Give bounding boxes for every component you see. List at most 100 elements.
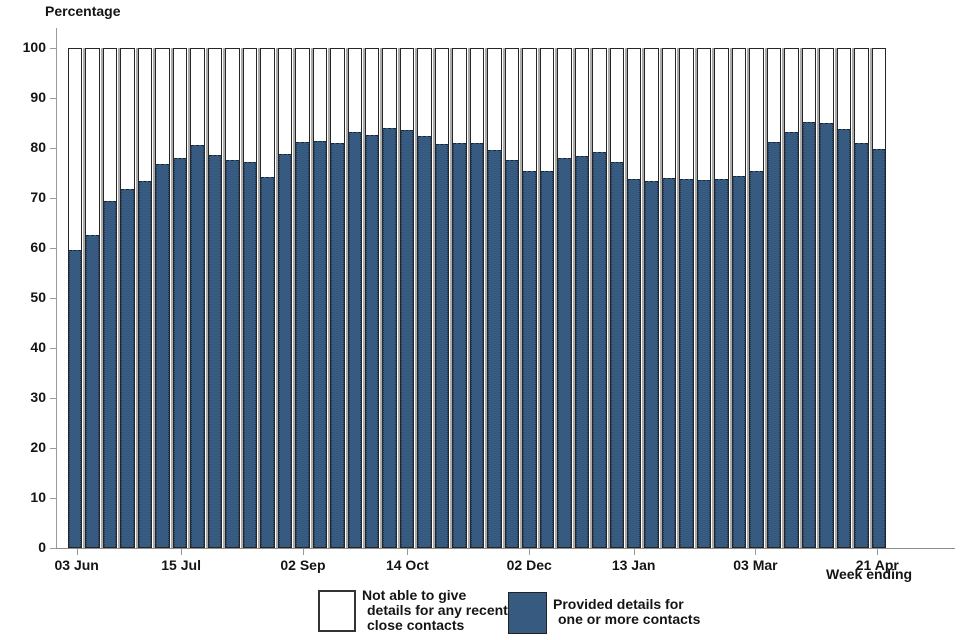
bar-week-15 [313,48,327,548]
x-tick-label: 14 Oct [386,557,429,573]
bar-week-37 [697,48,711,548]
bar-week-21 [417,48,431,548]
x-tick-mark [77,549,78,555]
y-tick-label: 50 [4,289,46,305]
bar-week-12 [260,48,274,548]
bar-week-28 [540,48,554,548]
bar-provided-segment [715,179,727,547]
legend-item-provided: Provided details forone or more contacts [508,589,700,634]
legend-label-line: one or more contacts [553,612,700,627]
x-tick-mark [877,549,878,555]
bar-provided-segment [139,181,151,547]
y-tick-mark [50,348,56,349]
y-tick-label: 40 [4,339,46,355]
bar-provided-segment [768,142,780,547]
bar-provided-segment [174,158,186,547]
bar-week-36 [679,48,693,548]
bar-provided-segment [401,130,413,547]
bar-provided-segment [820,123,832,547]
y-axis-line [56,28,57,548]
x-tick-mark [755,549,756,555]
x-tick-label: 02 Sep [280,557,325,573]
bar-provided-segment [436,144,448,547]
bar-week-40 [749,48,763,548]
bar-week-20 [400,48,414,548]
legend-swatch-provided [508,592,547,634]
x-tick-mark [529,549,530,555]
bar-week-42 [784,48,798,548]
y-tick-label: 80 [4,139,46,155]
bar-provided-segment [69,250,81,547]
bar-provided-segment [628,179,640,547]
y-tick-mark [50,498,56,499]
bar-provided-segment [523,171,535,547]
bar-provided-segment [733,176,745,548]
bar-provided-segment [349,132,361,547]
y-tick-mark [50,298,56,299]
bar-week-9 [208,48,222,548]
x-tick-label: 02 Dec [507,557,552,573]
bar-week-41 [767,48,781,548]
bar-provided-segment [785,132,797,547]
bar-provided-segment [558,158,570,547]
bar-week-6 [155,48,169,548]
bar-week-10 [225,48,239,548]
bar-week-44 [819,48,833,548]
bar-week-1 [68,48,82,548]
bar-week-18 [365,48,379,548]
bar-provided-segment [803,122,815,547]
bar-provided-segment [296,142,308,547]
bar-week-33 [627,48,641,548]
y-tick-mark [50,248,56,249]
x-tick-label: 15 Jul [161,557,201,573]
legend-label-line: Provided details for [553,597,700,612]
y-tick-label: 20 [4,439,46,455]
y-tick-label: 60 [4,239,46,255]
bar-provided-segment [279,154,291,547]
bar-week-31 [592,48,606,548]
bar-provided-segment [471,143,483,547]
bar-provided-segment [86,235,98,547]
bar-week-35 [662,48,676,548]
x-axis-caption: Week ending [826,566,912,582]
bar-week-27 [522,48,536,548]
stacked-bar-chart: Percentage 0102030405060708090100 03 Jun… [0,0,960,640]
bar-week-47 [872,48,886,548]
y-tick-mark [50,48,56,49]
bar-week-43 [802,48,816,548]
bar-week-23 [452,48,466,548]
bar-provided-segment [314,141,326,547]
y-tick-label: 30 [4,389,46,405]
legend-item-not-able: Not able to givedetails for any recentcl… [318,588,508,633]
x-tick-label: 13 Jan [612,557,656,573]
bar-week-32 [610,48,624,548]
y-tick-mark [50,98,56,99]
legend-swatch-not-able [318,590,356,632]
bar-provided-segment [418,136,430,547]
bar-week-7 [173,48,187,548]
bar-provided-segment [838,129,850,547]
bar-provided-segment [663,178,675,547]
y-tick-mark [50,448,56,449]
x-tick-mark [634,549,635,555]
bar-provided-segment [506,160,518,547]
bar-week-29 [557,48,571,548]
bar-week-30 [575,48,589,548]
bar-week-16 [330,48,344,548]
bar-week-46 [854,48,868,548]
bar-week-5 [138,48,152,548]
bar-provided-segment [244,162,256,547]
bar-week-26 [505,48,519,548]
bar-week-22 [435,48,449,548]
bar-provided-segment [104,201,116,547]
bar-provided-segment [680,179,692,547]
y-tick-label: 90 [4,89,46,105]
bar-provided-segment [226,160,238,547]
y-tick-label: 10 [4,489,46,505]
bar-week-38 [714,48,728,548]
bar-provided-segment [488,150,500,547]
bar-provided-segment [698,180,710,547]
legend-label-line: details for any recent [362,603,508,618]
bar-week-2 [85,48,99,548]
x-tick-mark [407,549,408,555]
